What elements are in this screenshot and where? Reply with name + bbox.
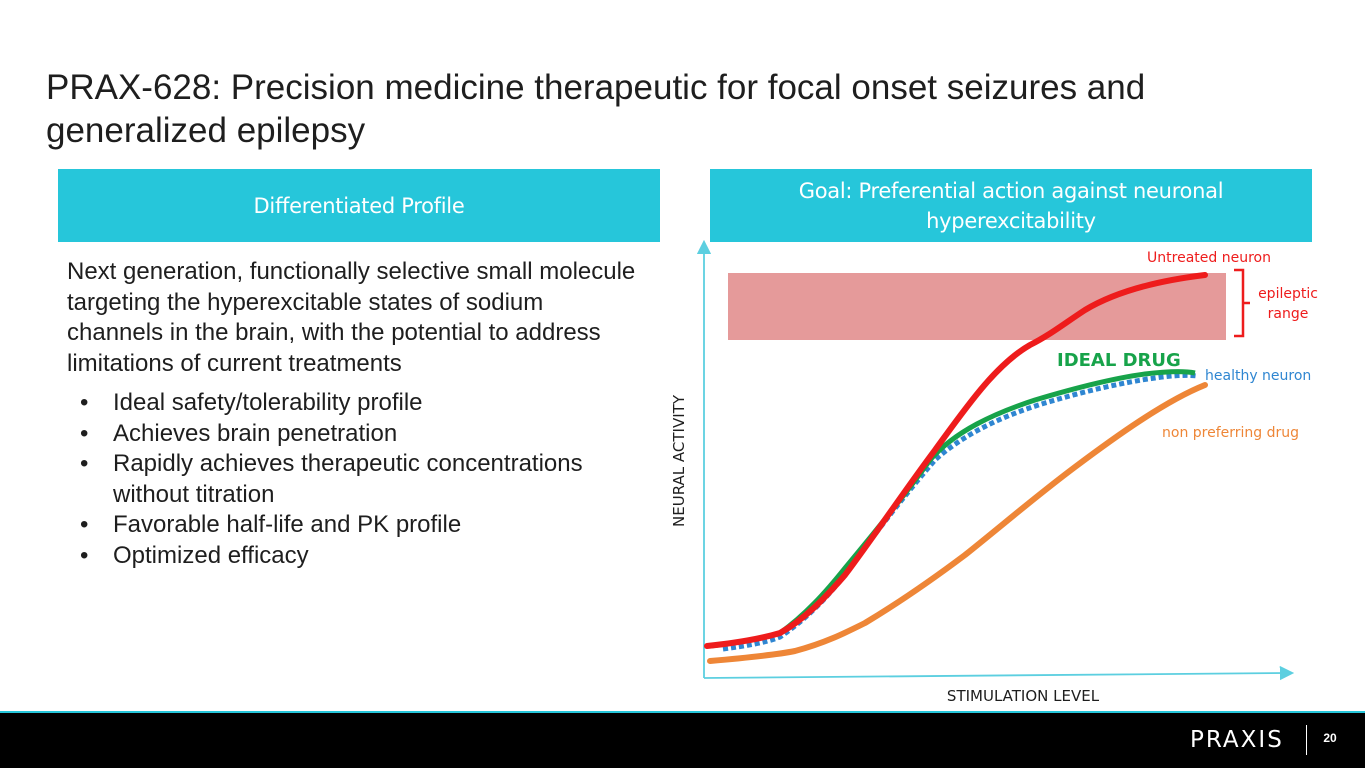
neural-activity-chart: Untreated neuron epileptic range IDEAL D… [670, 239, 1318, 705]
untreated-neuron-label: Untreated neuron [1147, 250, 1271, 266]
profile-intro-text: Next generation, functionally selective … [67, 258, 636, 377]
differentiated-profile-header-label: Differentiated Profile [253, 193, 465, 218]
y-axis-label: NEURAL ACTIVITY [670, 394, 688, 527]
page-number: 20 [1323, 731, 1337, 745]
goal-header-line2: hyperexcitability [926, 208, 1096, 233]
untreated-neuron-curve [704, 272, 1208, 649]
non-preferring-drug-label: non preferring drug [1162, 425, 1299, 441]
x-axis-label: STIMULATION LEVEL [947, 687, 1100, 705]
bullet-item: Favorable half-life and PK profile [80, 510, 640, 541]
healthy-neuron-curve [722, 372, 1198, 652]
healthy-neuron-label: healthy neuron [1205, 368, 1311, 384]
differentiated-profile-header: Differentiated Profile [58, 169, 660, 242]
goal-header: Goal: Preferential action against neuron… [710, 169, 1312, 242]
non-preferring-drug-curve [707, 382, 1208, 664]
ideal-drug-label: IDEAL DRUG [1057, 350, 1181, 371]
footer-divider [1306, 725, 1307, 755]
ideal-drug-curve [709, 369, 1196, 649]
praxis-logo: PRAXIS [1190, 727, 1284, 753]
goal-header-line1: Goal: Preferential action against neuron… [798, 178, 1224, 203]
bullet-item: Achieves brain penetration [80, 419, 640, 450]
profile-bullet-list: Ideal safety/tolerability profile Achiev… [80, 388, 640, 571]
slide-title: PRAX-628: Precision medicine therapeutic… [46, 68, 1146, 150]
epileptic-range-label-line2: range [1268, 306, 1309, 322]
footer-bar [0, 711, 1365, 768]
epileptic-range-bracket [1234, 268, 1250, 338]
bullet-item: Ideal safety/tolerability profile [80, 388, 640, 419]
epileptic-range-label-line1: epileptic [1258, 286, 1318, 302]
x-axis [703, 665, 1295, 681]
bullet-item: Rapidly achieves therapeutic concentrati… [80, 449, 640, 510]
bullet-item: Optimized efficacy [80, 541, 640, 572]
